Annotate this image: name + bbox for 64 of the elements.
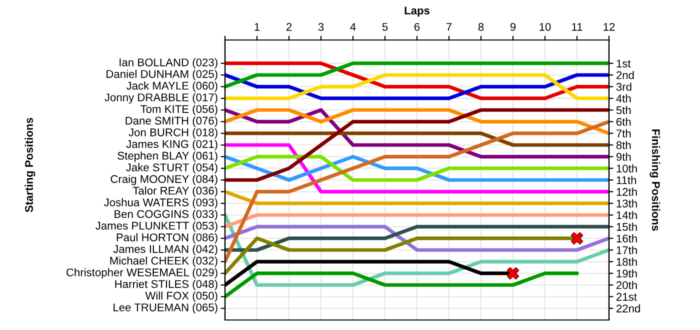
x-tick-label: 2 [286, 22, 292, 31]
y2-axis-title: Finishing Positions [650, 130, 660, 231]
y2-tick-label: 18th [616, 258, 637, 266]
text: Paul HORTON (086) [116, 233, 218, 244]
text: James PLUNKETT (053) [96, 221, 218, 232]
text: Harriet STILES (048) [115, 280, 218, 290]
x-tick-label: 12 [604, 22, 615, 31]
text: Talor REAY (036) [132, 186, 218, 197]
y2-tick-label: 4th [616, 94, 631, 102]
line-series [225, 120, 609, 264]
line-series [225, 62, 609, 100]
y2-tick-label: 3rd [616, 82, 632, 91]
text: Christopher WESEMAEL (029) [66, 268, 218, 279]
text: James ILLMAN (042) [113, 244, 218, 256]
text: Lee TRUEMAN (065) [114, 303, 218, 314]
text: James KING (021) [126, 140, 218, 150]
x-tick-label: 11 [572, 23, 582, 31]
y2-tick-label: 20th [616, 280, 637, 290]
y2-tick-label: 22nd [616, 304, 640, 312]
line-series [225, 108, 609, 158]
text: Starting Positions [24, 118, 36, 212]
y2-tick-label: 21st [616, 292, 637, 301]
y2-tick-label: 16th [616, 234, 637, 242]
y2-tick-label: 10th [616, 164, 637, 172]
x-tick-label: 6 [414, 22, 420, 31]
y2-tick-label: 7th [616, 129, 631, 138]
x-tick-label: 5 [382, 23, 388, 31]
text: Dane SMITH (076) [126, 116, 218, 127]
y2-tick-label: 17th [616, 246, 637, 254]
y2-tick-label: 6th [616, 118, 631, 126]
text: Ian BOLLAND (023) [120, 58, 218, 69]
text: Stephen BLAY (061) [118, 151, 218, 162]
y2-tick-label: 5th [616, 106, 631, 114]
text: Will FOX (050) [145, 291, 218, 302]
line-series [225, 213, 609, 287]
text: Tom KITE (056) [140, 104, 218, 116]
x-tick-label: 7 [446, 23, 452, 31]
y2-tick-label: 15th [616, 222, 637, 231]
y2-tick-label: 13th [616, 199, 637, 208]
text: Ben COGGINS (033) [114, 210, 218, 220]
y2-tick-label: 9th [616, 152, 631, 161]
x-tick-label: 8 [478, 22, 484, 31]
x-tick-label: 4 [350, 23, 356, 31]
x-axis-title: Laps [404, 6, 430, 17]
text: Daniel DUNHAM (025) [106, 70, 218, 80]
text: Jon BURCH (018) [128, 128, 218, 139]
x-tick-label: 1 [254, 23, 260, 31]
text: Jonny DRABBLE (017) [104, 93, 218, 104]
text: Jack MAYLE (060) [126, 81, 218, 92]
y2-tick-label: 2nd [616, 70, 634, 80]
y2-tick-label: 14th [616, 210, 637, 220]
text: Craig MOONEY (084) [110, 174, 218, 186]
text: Joshua WATERS (093) [104, 198, 218, 209]
y2-tick-label: 12th [616, 188, 637, 196]
y2-tick-label: 19th [616, 269, 637, 278]
y2-tick-label: 1st [616, 60, 631, 68]
x-tick-label: 3 [318, 22, 324, 31]
y2-tick-label: 11th [616, 176, 636, 184]
text: Jake STURT (054) [126, 163, 218, 174]
x-tick-label: 10 [540, 22, 551, 31]
line-series [225, 108, 609, 182]
x-tick-label: 9 [510, 22, 516, 31]
y2-tick-label: 8th [616, 140, 631, 150]
text: Michael CHEEK (032) [110, 256, 218, 267]
